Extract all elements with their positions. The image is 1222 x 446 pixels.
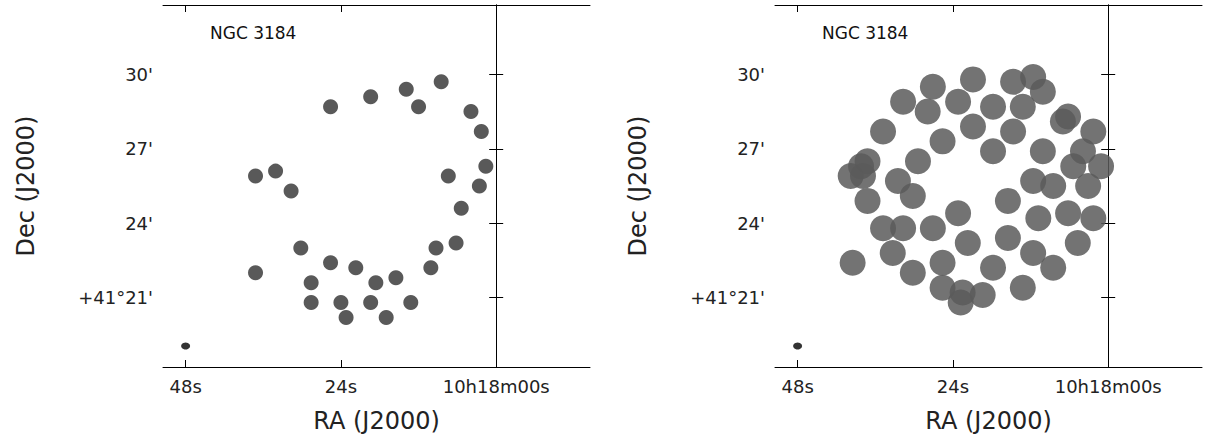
svg-text:24s: 24s [937, 376, 969, 397]
svg-text:24': 24' [737, 213, 765, 234]
svg-text:10h18m00s: 10h18m00s [443, 376, 550, 397]
svg-text:RA (J2000): RA (J2000) [313, 407, 440, 435]
svg-text:+41°21': +41°21' [78, 287, 153, 308]
svg-text:NGC 3184: NGC 3184 [210, 23, 296, 43]
svg-text:NGC 3184: NGC 3184 [822, 23, 908, 43]
svg-text:Dec (J2000): Dec (J2000) [12, 116, 40, 257]
svg-text:27': 27' [125, 138, 153, 159]
svg-text:30': 30' [125, 64, 153, 85]
svg-text:24s: 24s [325, 376, 357, 397]
svg-text:+41°21': +41°21' [690, 287, 765, 308]
svg-text:30': 30' [737, 64, 765, 85]
svg-text:Dec (J2000): Dec (J2000) [624, 116, 652, 257]
svg-text:48s: 48s [169, 376, 201, 397]
svg-text:10h18m00s: 10h18m00s [1055, 376, 1162, 397]
svg-text:48s: 48s [781, 376, 813, 397]
svg-text:RA (J2000): RA (J2000) [925, 407, 1052, 435]
svg-text:24': 24' [125, 213, 153, 234]
svg-text:27': 27' [737, 138, 765, 159]
